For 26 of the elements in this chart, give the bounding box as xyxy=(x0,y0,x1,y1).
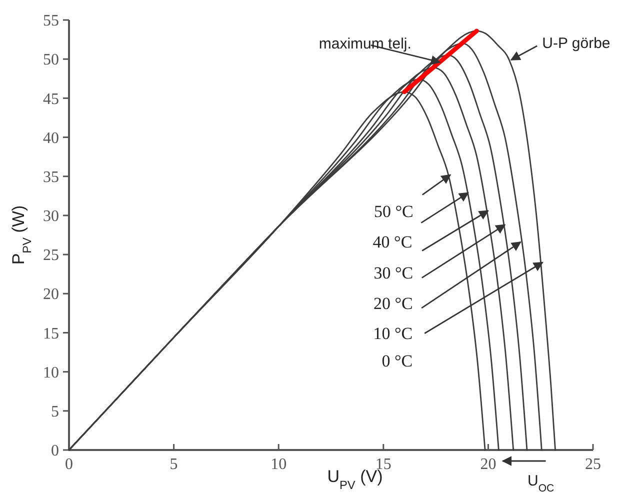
annotation: 30 °C xyxy=(374,264,414,283)
y-tick-label: 35 xyxy=(43,168,59,186)
y-tick-label: 5 xyxy=(51,404,59,421)
annotation: U-P görbe xyxy=(542,35,610,52)
y-tick-label: 20 xyxy=(43,286,59,304)
x-tick-label: 10 xyxy=(270,456,287,473)
y-tick-label: 10 xyxy=(43,364,59,382)
annotation: 50 °C xyxy=(374,202,414,221)
y-tick-label: 40 xyxy=(43,130,59,147)
y-tick-label: 55 xyxy=(43,12,59,30)
y-tick-label: 45 xyxy=(43,90,59,108)
y-tick-label: 30 xyxy=(43,208,59,226)
y-tick-label: 0 xyxy=(51,442,59,460)
y-tick-label: 15 xyxy=(43,325,59,342)
annotation: 0 °C xyxy=(382,351,413,370)
annotation: 10 °C xyxy=(373,324,413,343)
annotation: maximum telj. xyxy=(318,35,412,52)
x-tick-label: 5 xyxy=(170,456,178,473)
annotation: 40 °C xyxy=(372,232,412,252)
x-tick-label: 20 xyxy=(480,456,496,473)
annotation: U$_{OC}$ xyxy=(527,472,554,494)
annotation: 20 °C xyxy=(373,294,413,313)
y-tick-label: 25 xyxy=(43,247,59,264)
y-tick-label: 50 xyxy=(43,52,59,69)
x-tick-label: 0 xyxy=(65,456,73,473)
x-tick-label: 25 xyxy=(585,456,601,473)
